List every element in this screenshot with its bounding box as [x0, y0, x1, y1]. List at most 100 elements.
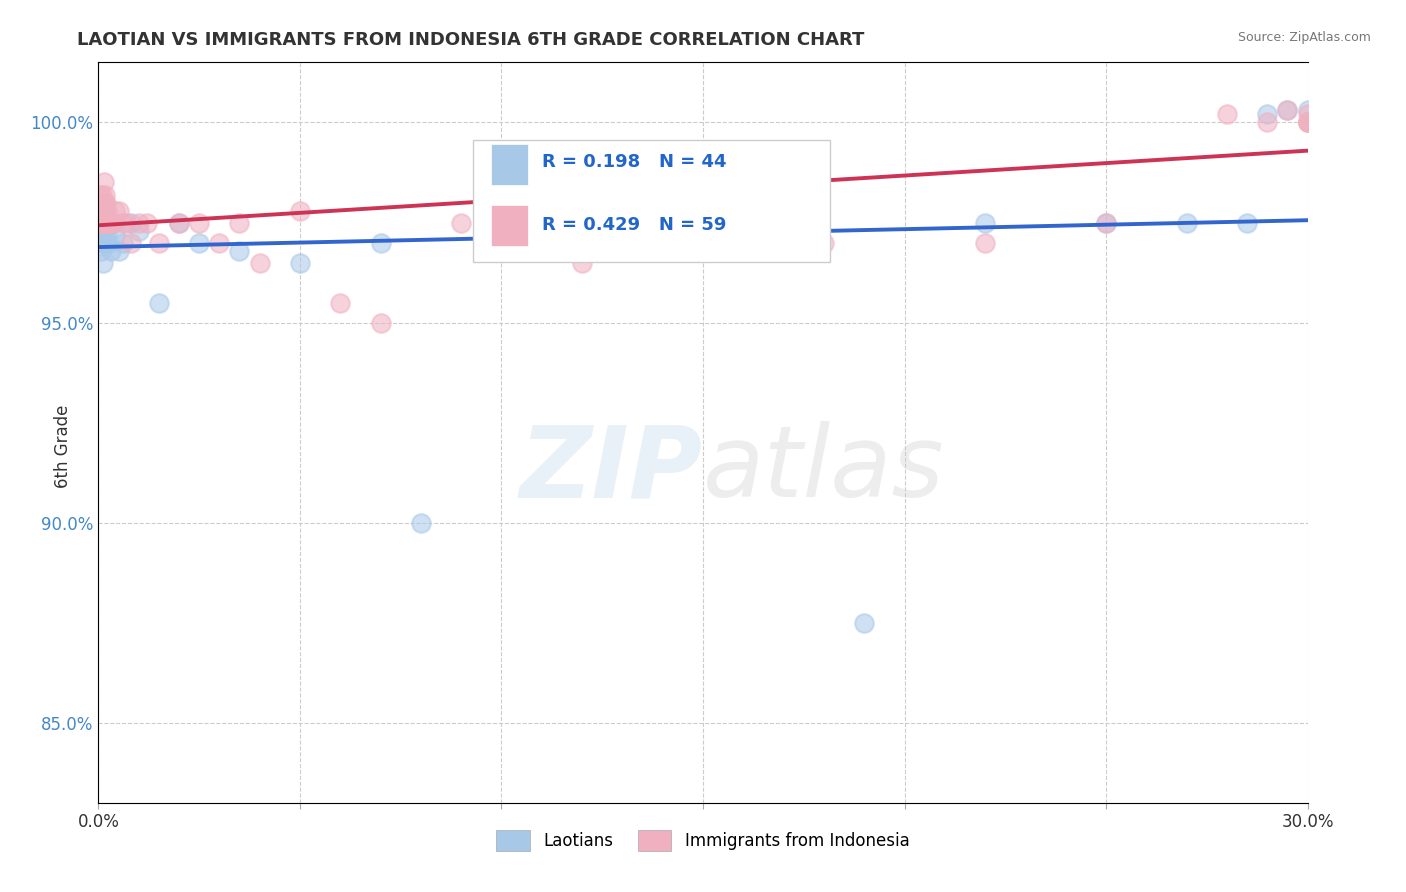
Point	[96, 203, 118, 218]
Text: 6th Grade: 6th Grade	[55, 404, 72, 488]
Point	[90, 203, 112, 218]
Point	[101, 215, 124, 229]
Point	[111, 215, 134, 229]
Point	[1095, 215, 1118, 229]
Point	[91, 203, 114, 218]
Point	[97, 235, 120, 250]
Point	[853, 615, 876, 630]
Point	[97, 215, 120, 229]
Point	[89, 203, 111, 218]
Bar	[492, 205, 527, 246]
Point	[94, 235, 117, 250]
Point	[89, 215, 111, 229]
Point	[128, 223, 150, 237]
Point	[90, 195, 112, 210]
Point	[93, 176, 115, 190]
Point	[1236, 215, 1258, 229]
Point	[1277, 103, 1299, 118]
Point	[89, 195, 111, 210]
Point	[91, 215, 114, 229]
Point	[90, 235, 112, 250]
Point	[103, 227, 125, 242]
Point	[89, 203, 111, 218]
Point	[93, 215, 115, 229]
Legend: Laotians, Immigrants from Indonesia: Laotians, Immigrants from Indonesia	[489, 823, 917, 857]
Point	[89, 215, 111, 229]
Point	[148, 235, 170, 250]
Point	[208, 235, 231, 250]
FancyBboxPatch shape	[474, 140, 830, 262]
Point	[91, 215, 114, 229]
Point	[692, 244, 714, 258]
Point	[89, 215, 111, 229]
Point	[1296, 115, 1319, 129]
Point	[90, 223, 112, 237]
Point	[1256, 107, 1278, 121]
Point	[94, 215, 117, 229]
Point	[530, 215, 553, 229]
Point	[974, 235, 997, 250]
Point	[90, 203, 112, 218]
Point	[96, 227, 118, 242]
Point	[1296, 115, 1319, 129]
Point	[571, 255, 593, 269]
Point	[90, 215, 112, 229]
Point	[148, 295, 170, 310]
Point	[228, 244, 250, 258]
Point	[94, 187, 117, 202]
Point	[370, 316, 392, 330]
Point	[1296, 115, 1319, 129]
Bar	[492, 144, 527, 185]
Point	[1256, 115, 1278, 129]
Point	[128, 215, 150, 229]
Point	[93, 203, 115, 218]
Point	[94, 215, 117, 229]
Point	[111, 235, 134, 250]
Point	[329, 295, 352, 310]
Point	[188, 215, 211, 229]
Point	[89, 187, 111, 202]
Point	[89, 211, 111, 226]
Point	[450, 215, 472, 229]
Point	[974, 215, 997, 229]
Point	[96, 195, 118, 210]
Point	[288, 203, 311, 218]
Point	[1296, 103, 1319, 118]
Point	[107, 244, 129, 258]
Point	[94, 203, 117, 218]
Point	[93, 227, 115, 242]
Point	[91, 203, 114, 218]
Point	[1296, 115, 1319, 129]
Point	[1216, 107, 1239, 121]
Point	[90, 244, 112, 258]
Point	[228, 215, 250, 229]
Point	[91, 195, 114, 210]
Text: Source: ZipAtlas.com: Source: ZipAtlas.com	[1237, 31, 1371, 45]
Point	[91, 215, 114, 229]
Point	[91, 187, 114, 202]
Point	[115, 215, 138, 229]
Point	[89, 227, 111, 242]
Text: atlas: atlas	[703, 421, 945, 518]
Point	[96, 215, 118, 229]
Point	[103, 203, 125, 218]
Text: ZIP: ZIP	[520, 421, 703, 518]
Point	[188, 235, 211, 250]
Point	[94, 223, 117, 237]
Point	[120, 235, 142, 250]
Point	[101, 215, 124, 229]
Point	[91, 215, 114, 229]
Point	[135, 215, 157, 229]
Point	[1175, 215, 1198, 229]
Point	[93, 203, 115, 218]
Point	[91, 255, 114, 269]
Point	[692, 235, 714, 250]
Point	[96, 215, 118, 229]
Point	[100, 215, 122, 229]
Point	[91, 219, 114, 234]
Point	[288, 255, 311, 269]
Point	[370, 235, 392, 250]
Point	[249, 255, 271, 269]
Point	[1277, 103, 1299, 118]
Point	[93, 235, 115, 250]
